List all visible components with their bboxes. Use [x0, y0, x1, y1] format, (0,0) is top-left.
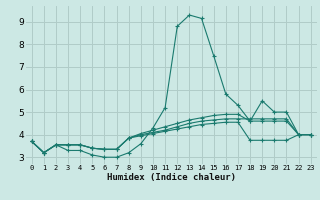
X-axis label: Humidex (Indice chaleur): Humidex (Indice chaleur) [107, 173, 236, 182]
